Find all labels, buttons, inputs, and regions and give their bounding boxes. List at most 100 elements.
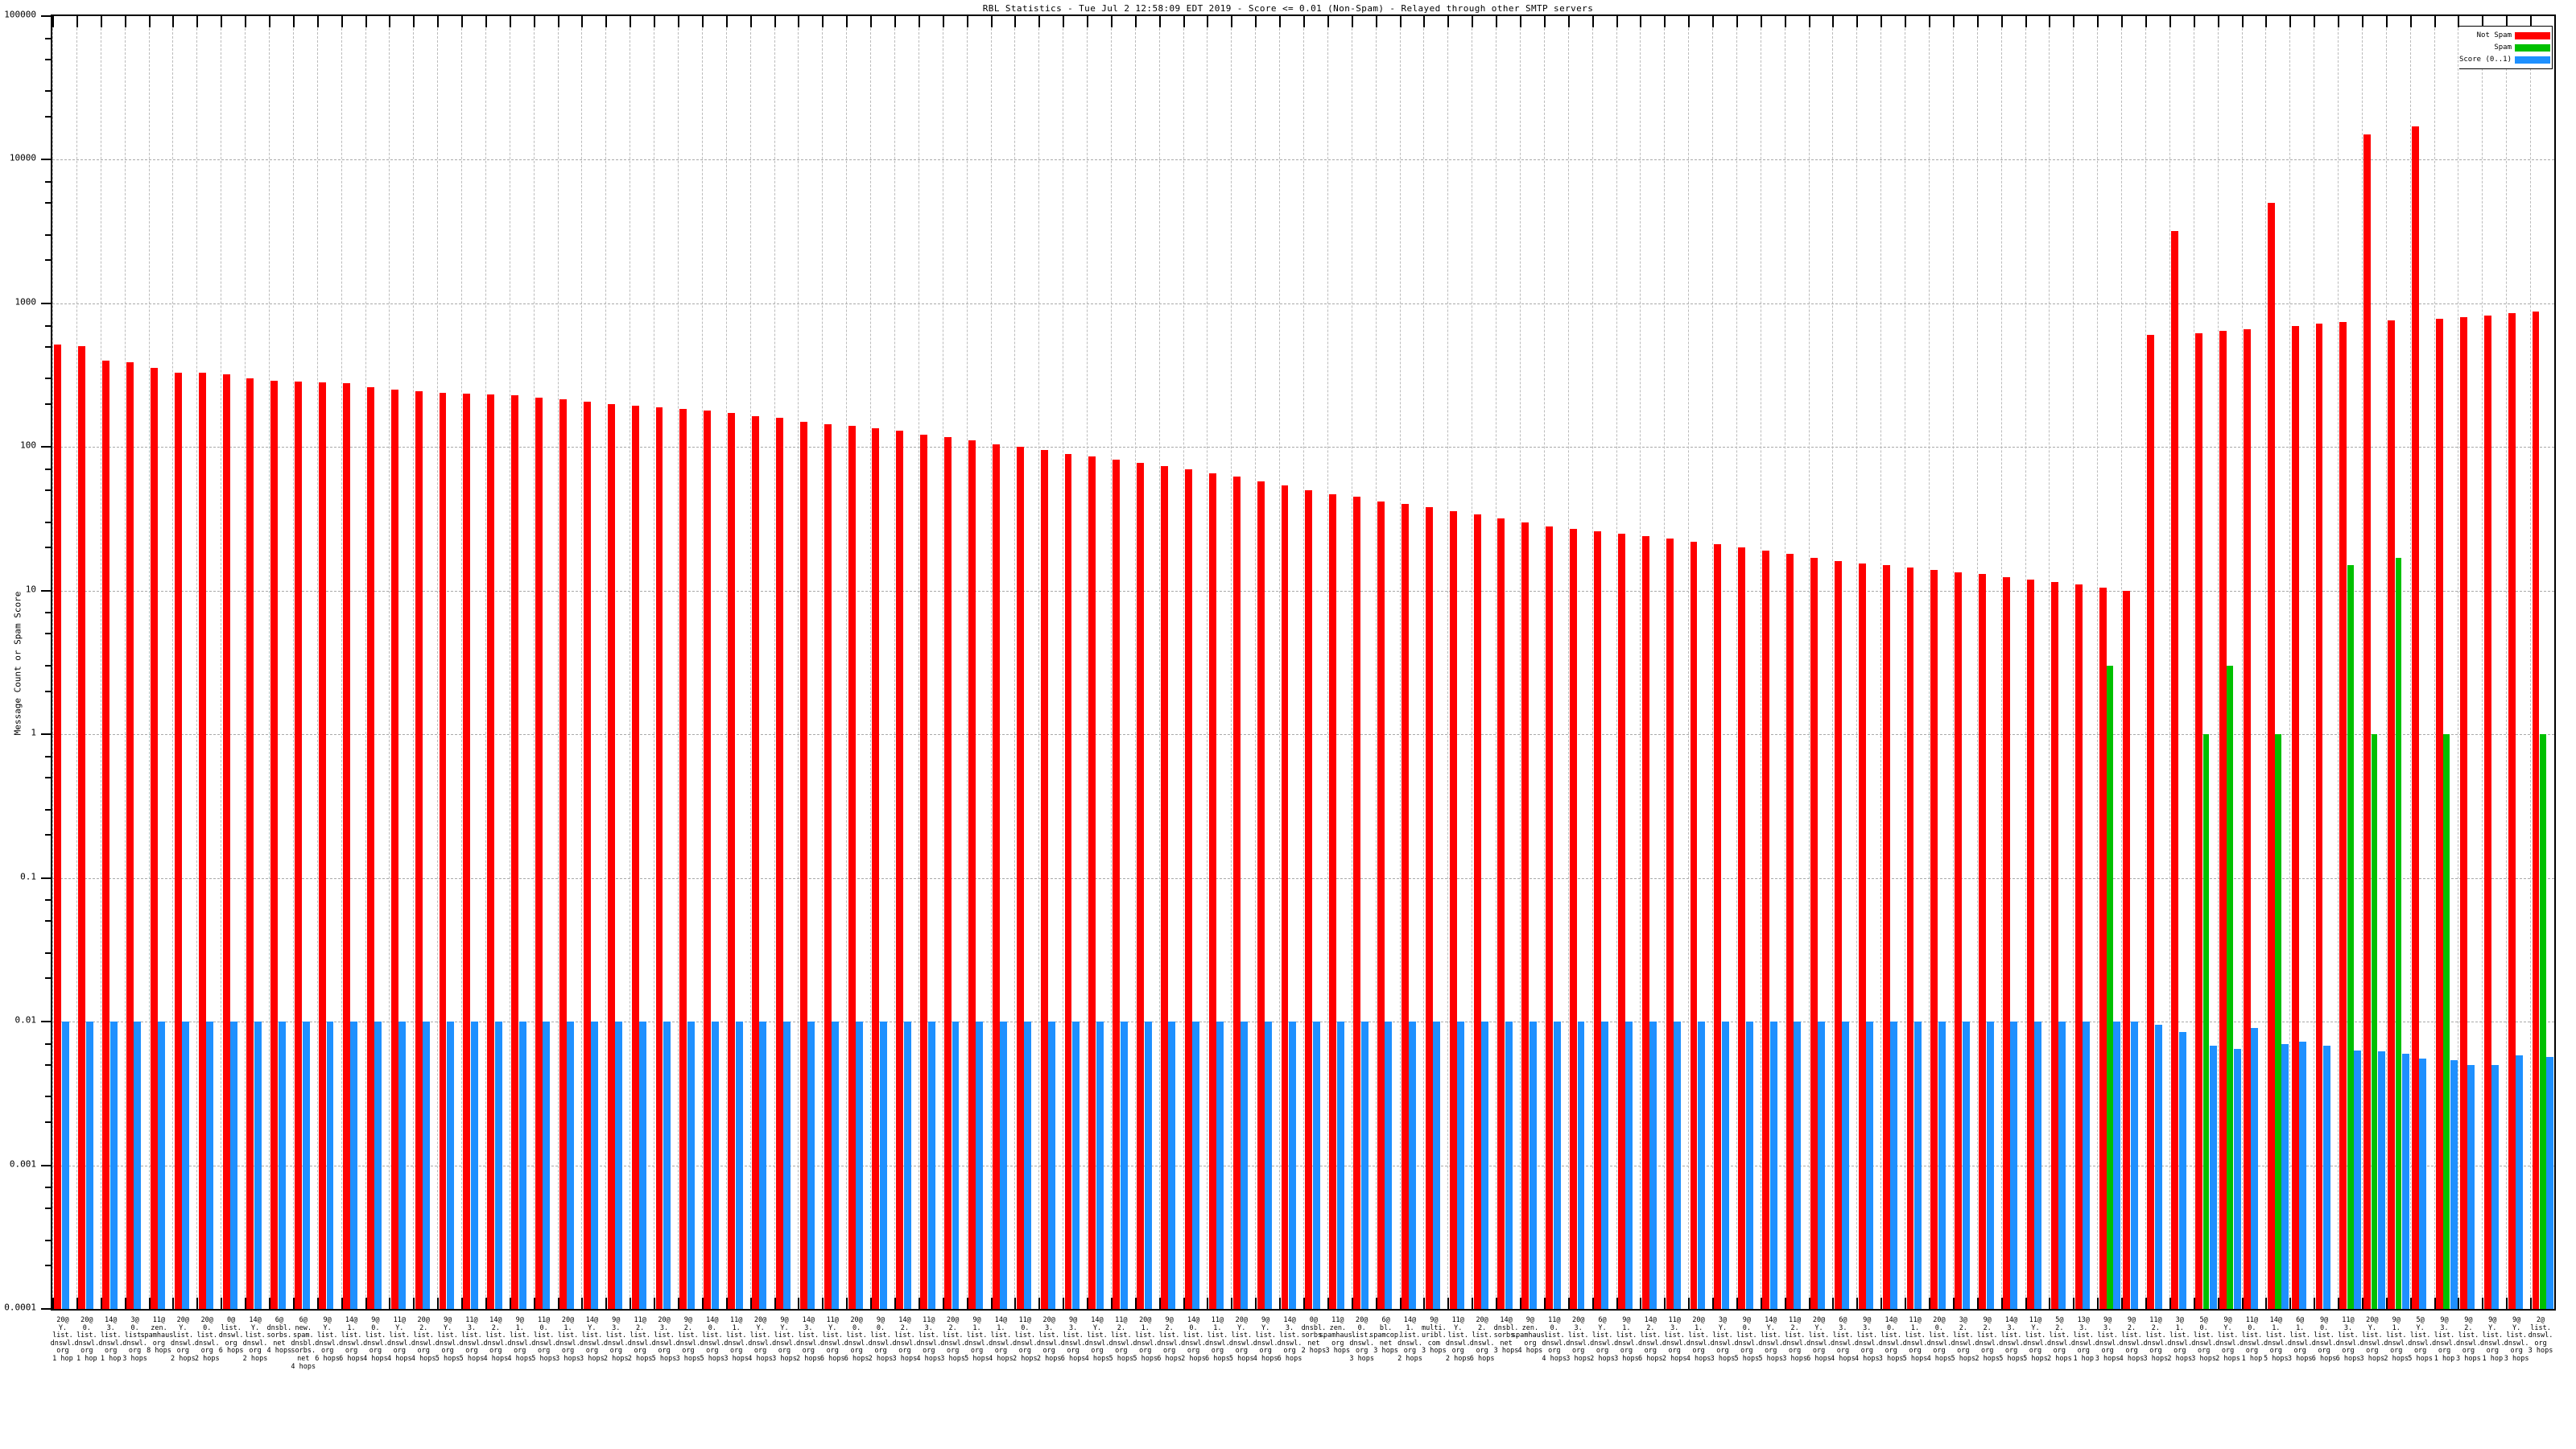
bar-not-spam[interactable] [1955, 572, 1963, 1309]
bar-not-spam[interactable] [1570, 528, 1578, 1309]
bar-group[interactable] [437, 16, 461, 1309]
bar-group[interactable] [630, 16, 654, 1309]
bar-group[interactable] [2025, 16, 2050, 1309]
bar-score[interactable] [2299, 1041, 2307, 1309]
bar-group[interactable] [678, 16, 702, 1309]
bar-not-spam[interactable] [487, 394, 495, 1309]
bar-not-spam[interactable] [728, 413, 736, 1309]
bar-not-spam[interactable] [1161, 465, 1169, 1309]
bar-not-spam[interactable] [535, 397, 543, 1309]
bar-not-spam[interactable] [1305, 490, 1313, 1309]
bar-score[interactable] [735, 1022, 743, 1309]
bar-group[interactable] [317, 16, 341, 1309]
bar-group[interactable] [581, 16, 605, 1309]
bar-group[interactable] [1929, 16, 1953, 1309]
bar-group[interactable] [389, 16, 413, 1309]
bar-score[interactable] [398, 1022, 407, 1309]
bar-not-spam[interactable] [2003, 576, 2010, 1309]
bar-not-spam[interactable] [1641, 535, 1649, 1309]
bar-not-spam[interactable] [2050, 581, 2058, 1309]
bar-group[interactable] [1809, 16, 1833, 1309]
bar-group[interactable] [750, 16, 774, 1309]
bar-score[interactable] [1890, 1022, 1897, 1309]
bar-not-spam[interactable] [944, 436, 952, 1309]
bar-not-spam[interactable] [872, 428, 880, 1309]
bar-not-spam[interactable] [2099, 588, 2107, 1309]
bar-score[interactable] [1168, 1022, 1176, 1309]
bar-not-spam[interactable] [246, 378, 254, 1309]
bar-group[interactable] [1712, 16, 1736, 1309]
bar-group[interactable] [1520, 16, 1544, 1309]
bar-group[interactable] [1616, 16, 1641, 1309]
bar-not-spam[interactable] [319, 382, 327, 1309]
bar-group[interactable] [1953, 16, 1977, 1309]
bar-score[interactable] [2354, 1050, 2361, 1309]
bar-score[interactable] [1866, 1022, 1874, 1309]
bar-group[interactable] [1400, 16, 1424, 1309]
bar-score[interactable] [879, 1022, 887, 1309]
bar-group[interactable] [2434, 16, 2458, 1309]
bar-not-spam[interactable] [1377, 501, 1385, 1309]
bar-not-spam[interactable] [1714, 544, 1722, 1309]
bar-group[interactable] [2458, 16, 2482, 1309]
bar-not-spam[interactable] [1137, 462, 1145, 1309]
bar-score[interactable] [229, 1022, 237, 1309]
bar-group[interactable] [1087, 16, 1111, 1309]
bar-group[interactable] [1327, 16, 1352, 1309]
bar-group[interactable] [341, 16, 365, 1309]
bar-group[interactable] [1736, 16, 1761, 1309]
bar-not-spam[interactable] [2388, 320, 2396, 1309]
bar-spam[interactable] [2371, 734, 2378, 1309]
bar-score[interactable] [1577, 1022, 1585, 1309]
bar-group[interactable] [798, 16, 822, 1309]
bar-score[interactable] [2450, 1059, 2458, 1309]
bar-score[interactable] [1192, 1022, 1200, 1309]
bar-score[interactable] [1120, 1022, 1128, 1309]
bar-group[interactable] [1472, 16, 1496, 1309]
bar-not-spam[interactable] [704, 410, 712, 1309]
bar-not-spam[interactable] [2412, 126, 2420, 1309]
bar-not-spam[interactable] [2171, 230, 2179, 1309]
bar-score[interactable] [1674, 1022, 1682, 1309]
bar-score[interactable] [1409, 1022, 1417, 1309]
bar-group[interactable] [1135, 16, 1159, 1309]
bar-score[interactable] [1457, 1022, 1465, 1309]
bar-not-spam[interactable] [2243, 329, 2251, 1309]
bar-score[interactable] [952, 1022, 960, 1309]
bar-not-spam[interactable] [1401, 504, 1409, 1309]
bar-not-spam[interactable] [1834, 561, 1842, 1309]
bar-score[interactable] [254, 1022, 262, 1309]
bar-not-spam[interactable] [1281, 485, 1289, 1309]
bar-not-spam[interactable] [463, 394, 471, 1309]
bar-not-spam[interactable] [1906, 567, 1914, 1309]
bar-not-spam[interactable] [848, 426, 856, 1309]
bar-group[interactable] [2265, 16, 2289, 1309]
bar-group[interactable] [101, 16, 125, 1309]
bar-score[interactable] [1265, 1022, 1272, 1309]
bar-group[interactable] [461, 16, 485, 1309]
bar-not-spam[interactable] [1088, 456, 1096, 1309]
bar-spam[interactable] [2395, 557, 2402, 1309]
bar-group[interactable] [1303, 16, 1327, 1309]
bar-score[interactable] [423, 1022, 431, 1309]
bar-not-spam[interactable] [1232, 477, 1241, 1309]
bar-group[interactable] [654, 16, 678, 1309]
bar-score[interactable] [2233, 1048, 2241, 1309]
bar-group[interactable] [2073, 16, 2097, 1309]
bar-group[interactable] [1038, 16, 1063, 1309]
bar-spam[interactable] [2275, 734, 2281, 1309]
bar-score[interactable] [2130, 1022, 2138, 1309]
bar-not-spam[interactable] [1208, 473, 1216, 1309]
bar-score[interactable] [278, 1022, 286, 1309]
bar-not-spam[interactable] [1329, 493, 1337, 1309]
bar-score[interactable] [2516, 1055, 2523, 1309]
bar-score[interactable] [1096, 1022, 1104, 1309]
bar-not-spam[interactable] [366, 386, 374, 1309]
bar-group[interactable] [1423, 16, 1447, 1309]
bar-group[interactable] [149, 16, 173, 1309]
bar-not-spam[interactable] [1810, 557, 1818, 1309]
bar-score[interactable] [615, 1022, 623, 1309]
bar-not-spam[interactable] [295, 382, 303, 1309]
bar-group[interactable] [822, 16, 846, 1309]
bar-group[interactable] [1688, 16, 1712, 1309]
